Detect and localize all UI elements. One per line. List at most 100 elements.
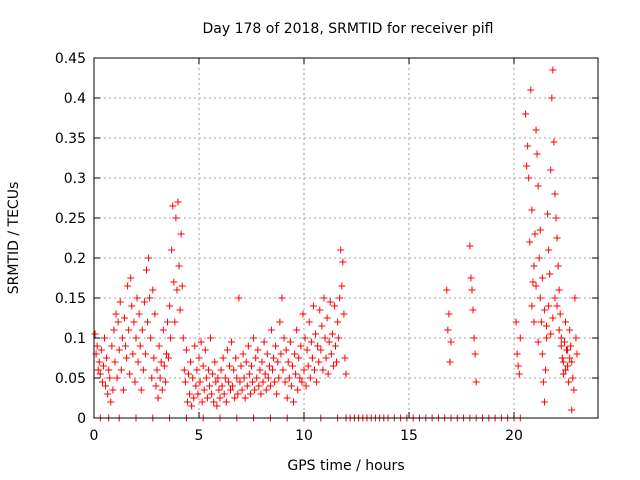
data-point: [566, 326, 574, 334]
data-point: [328, 330, 336, 338]
data-point: [200, 386, 208, 394]
data-point: [472, 378, 480, 386]
data-point: [194, 390, 202, 398]
data-point: [304, 362, 312, 370]
data-point: [284, 358, 292, 366]
data-point: [290, 398, 297, 406]
data-point: [321, 334, 329, 342]
data-point: [294, 386, 302, 394]
data-point: [325, 338, 333, 346]
y-tick-label: 0.45: [55, 51, 86, 67]
data-point: [332, 342, 339, 350]
data-point: [164, 318, 171, 326]
data-point: [522, 110, 530, 118]
data-point: [227, 386, 234, 394]
data-point: [103, 354, 111, 362]
data-point: [468, 286, 476, 294]
data-point: [204, 366, 212, 374]
data-point: [120, 314, 128, 322]
data-point: [281, 378, 289, 386]
data-point: [313, 378, 321, 386]
data-point: [128, 302, 136, 310]
data-point: [311, 366, 318, 374]
data-point: [263, 350, 271, 358]
data-point: [141, 350, 149, 358]
data-point: [229, 382, 237, 390]
data-point: [513, 350, 521, 358]
x-tick-labels: 0 5 10 15 20: [90, 428, 523, 444]
data-point: [95, 358, 103, 366]
data-point: [546, 270, 554, 278]
data-point: [98, 378, 106, 386]
data-point: [271, 378, 279, 386]
data-point: [305, 318, 313, 326]
x-tick-label: 15: [400, 428, 418, 444]
data-point: [525, 174, 533, 182]
data-point: [306, 374, 314, 382]
data-point: [149, 286, 157, 294]
data-point: [254, 346, 262, 354]
data-point: [538, 350, 546, 358]
data-point: [235, 294, 243, 302]
data-point: [219, 354, 227, 362]
grid: [94, 58, 598, 418]
data-point: [324, 370, 332, 378]
data-point: [570, 386, 578, 394]
data-point: [230, 366, 238, 374]
data-point: [561, 318, 569, 326]
data-point: [135, 310, 143, 318]
data-point: [293, 326, 301, 334]
data-point: [544, 210, 552, 218]
y-tick-label: 0.3: [64, 171, 86, 187]
data-point: [277, 350, 285, 358]
y-tick-label: 0.2: [64, 251, 86, 267]
data-point: [298, 378, 306, 386]
data-point: [110, 326, 118, 334]
data-point: [242, 358, 250, 366]
data-point: [270, 354, 278, 362]
data-point: [238, 386, 246, 394]
data-point: [171, 318, 179, 326]
data-point: [470, 334, 478, 342]
y-tick-label: 0.35: [55, 131, 86, 147]
data-point: [97, 346, 105, 354]
data-point: [251, 386, 259, 394]
data-point: [302, 382, 310, 390]
data-point: [224, 378, 232, 386]
data-point: [256, 366, 264, 374]
data-point: [300, 366, 308, 374]
data-point: [532, 282, 540, 290]
data-point: [551, 294, 559, 302]
data-point: [528, 302, 536, 310]
data-point: [140, 298, 148, 306]
data-point: [101, 334, 108, 342]
data-point: [201, 346, 209, 354]
data-point: [264, 374, 272, 382]
data-point: [265, 362, 273, 370]
data-point: [296, 374, 304, 382]
data-point: [282, 346, 290, 354]
data-point: [523, 162, 531, 170]
y-tick-label: 0.4: [64, 91, 86, 107]
data-point: [292, 370, 300, 378]
data-point: [540, 398, 548, 406]
data-point: [533, 150, 541, 158]
data-point: [534, 338, 542, 346]
data-point: [545, 302, 553, 310]
y-tick-label: 0.1: [64, 331, 86, 347]
data-point: [557, 334, 565, 342]
data-point: [269, 366, 276, 374]
data-point: [175, 262, 183, 270]
x-tick-label: 20: [505, 428, 523, 444]
data-point: [564, 346, 572, 354]
data-point: [543, 334, 551, 342]
data-point: [540, 306, 548, 314]
data-point: [556, 310, 564, 318]
data-point: [202, 374, 210, 382]
data-point: [535, 254, 543, 262]
data-point: [104, 390, 112, 398]
data-point: [565, 378, 573, 386]
data-point: [197, 338, 205, 346]
data-point: [571, 294, 579, 302]
